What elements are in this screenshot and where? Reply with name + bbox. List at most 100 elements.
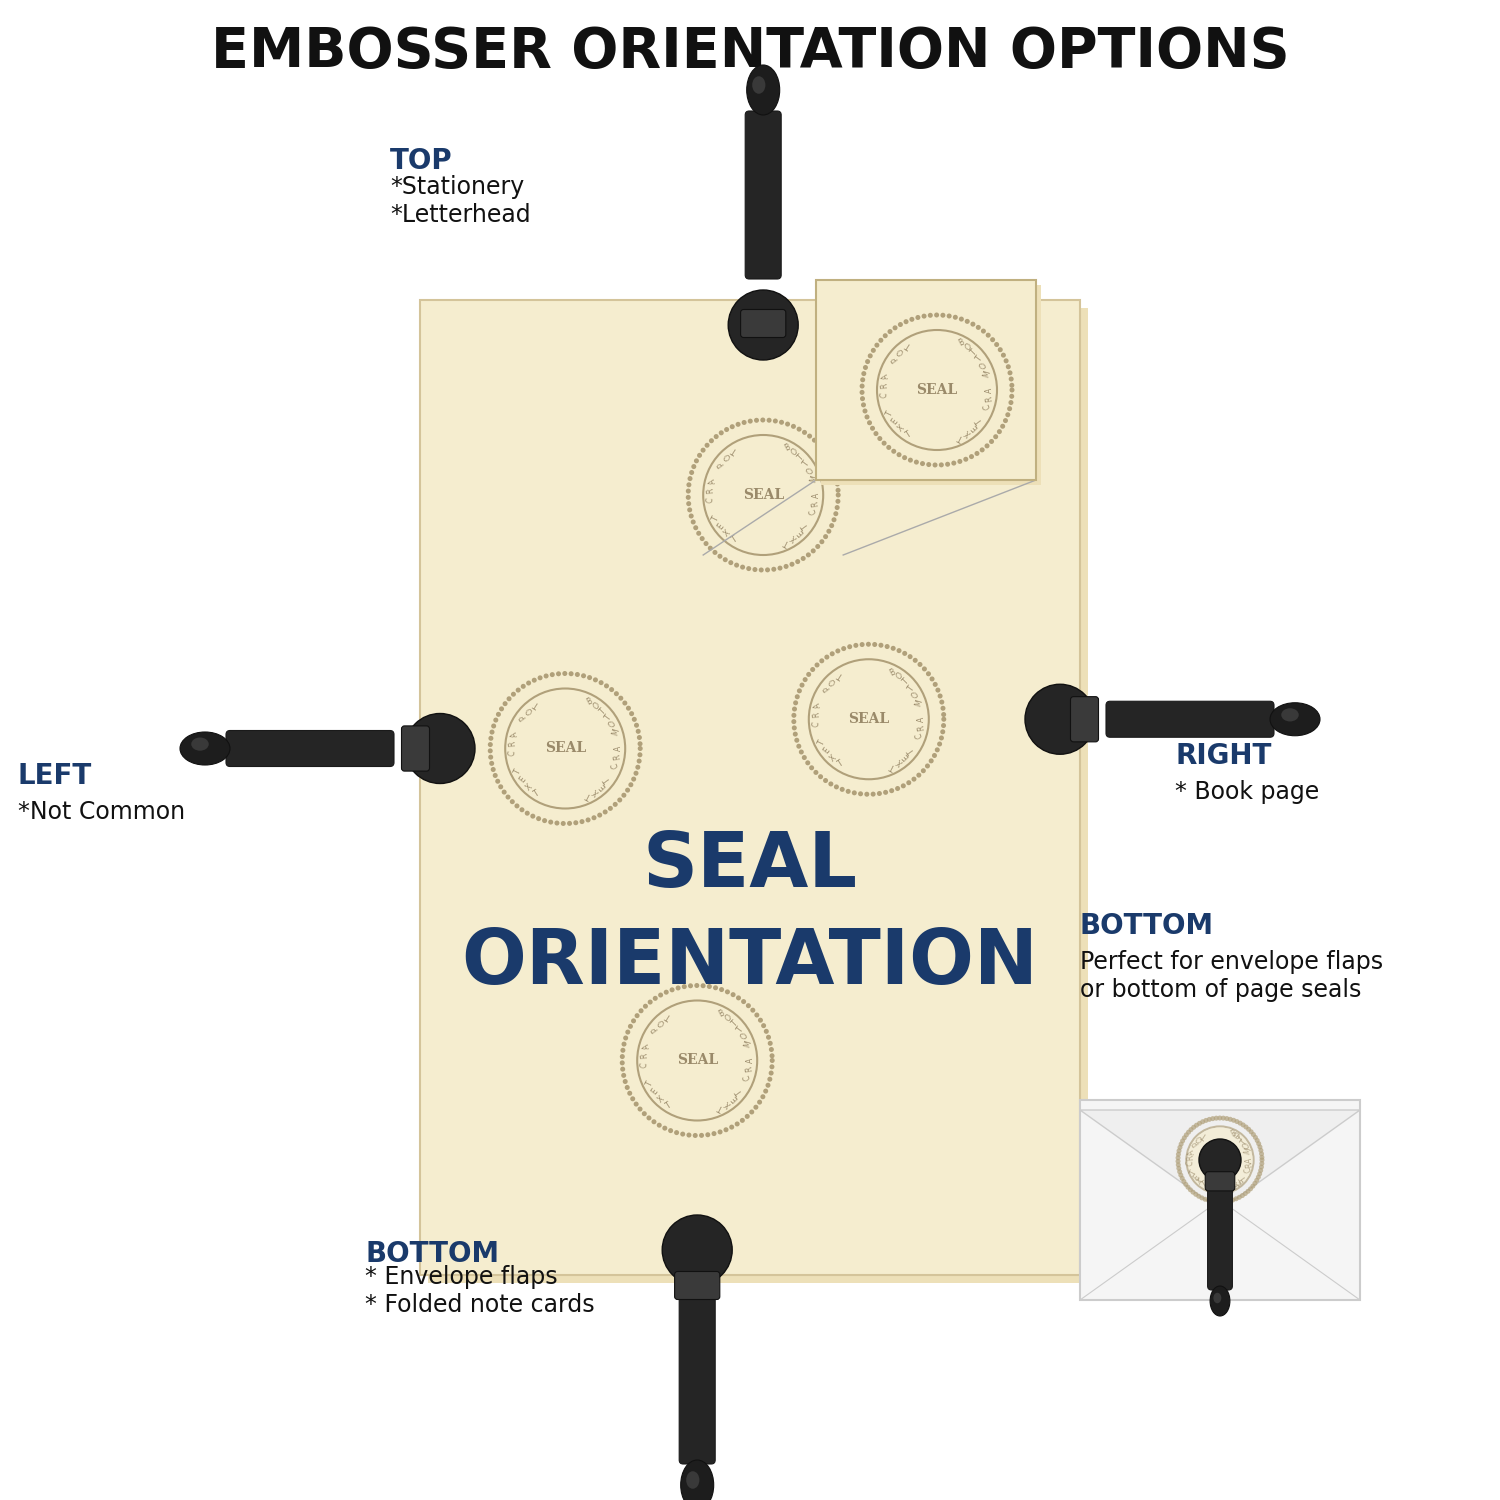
Circle shape xyxy=(800,750,804,754)
Circle shape xyxy=(770,1065,774,1070)
Circle shape xyxy=(768,1077,772,1082)
Circle shape xyxy=(633,771,639,776)
Circle shape xyxy=(926,672,932,676)
Circle shape xyxy=(864,414,870,420)
Circle shape xyxy=(802,430,807,435)
Text: X: X xyxy=(828,753,839,764)
Text: T: T xyxy=(1236,1134,1245,1144)
Circle shape xyxy=(771,567,777,572)
Circle shape xyxy=(674,1130,680,1136)
Circle shape xyxy=(729,560,734,566)
Circle shape xyxy=(778,420,784,424)
Circle shape xyxy=(865,642,871,646)
Text: O: O xyxy=(1233,1131,1242,1142)
Text: T: T xyxy=(532,788,542,798)
Circle shape xyxy=(543,674,549,678)
Circle shape xyxy=(690,519,696,525)
Text: X: X xyxy=(657,1094,666,1104)
Circle shape xyxy=(620,1054,626,1059)
Circle shape xyxy=(1203,1197,1208,1202)
Circle shape xyxy=(1224,1116,1230,1120)
Circle shape xyxy=(1008,376,1014,381)
Ellipse shape xyxy=(1210,1286,1230,1316)
Circle shape xyxy=(765,567,770,573)
Text: O: O xyxy=(1240,1142,1251,1150)
Circle shape xyxy=(1258,1164,1264,1170)
Circle shape xyxy=(819,538,825,544)
Circle shape xyxy=(636,765,640,770)
Circle shape xyxy=(759,567,764,573)
Circle shape xyxy=(621,1041,627,1047)
Circle shape xyxy=(705,1132,711,1137)
Circle shape xyxy=(1206,1198,1210,1203)
Circle shape xyxy=(878,790,882,796)
Text: R: R xyxy=(744,1065,754,1072)
Circle shape xyxy=(626,1029,630,1035)
Circle shape xyxy=(834,784,839,789)
Circle shape xyxy=(951,460,957,465)
Text: C: C xyxy=(914,732,924,740)
Text: X: X xyxy=(591,786,602,796)
Ellipse shape xyxy=(747,64,780,116)
Text: X: X xyxy=(896,758,904,766)
Circle shape xyxy=(624,1084,630,1090)
FancyBboxPatch shape xyxy=(816,280,1036,480)
Circle shape xyxy=(1258,1148,1263,1154)
Circle shape xyxy=(836,488,840,494)
FancyBboxPatch shape xyxy=(746,111,782,279)
Circle shape xyxy=(914,459,920,465)
Circle shape xyxy=(819,658,825,663)
Circle shape xyxy=(1182,1136,1186,1140)
Circle shape xyxy=(603,810,608,814)
FancyBboxPatch shape xyxy=(420,300,1080,1275)
Circle shape xyxy=(934,312,939,318)
Circle shape xyxy=(990,338,994,342)
Circle shape xyxy=(754,1013,759,1017)
Text: R: R xyxy=(1186,1154,1196,1161)
Circle shape xyxy=(706,984,712,988)
Circle shape xyxy=(945,462,950,466)
Text: ORIENTATION: ORIENTATION xyxy=(462,926,1038,1001)
Circle shape xyxy=(1184,1132,1190,1137)
Circle shape xyxy=(770,1053,774,1059)
Circle shape xyxy=(802,754,807,760)
Text: T: T xyxy=(975,417,984,426)
Circle shape xyxy=(657,1122,662,1128)
Circle shape xyxy=(794,700,798,705)
Circle shape xyxy=(824,534,828,538)
Circle shape xyxy=(542,818,548,824)
Circle shape xyxy=(561,821,566,827)
Circle shape xyxy=(1188,1126,1194,1132)
Text: M: M xyxy=(610,728,621,736)
Circle shape xyxy=(1240,1122,1245,1128)
Circle shape xyxy=(638,1107,642,1112)
Text: T: T xyxy=(645,1080,656,1088)
Text: R: R xyxy=(916,724,926,730)
Circle shape xyxy=(818,774,824,778)
Text: X: X xyxy=(1233,1179,1242,1190)
Circle shape xyxy=(510,800,515,804)
Text: R: R xyxy=(640,1053,650,1059)
Circle shape xyxy=(1214,1116,1219,1120)
Circle shape xyxy=(988,440,994,444)
Circle shape xyxy=(1178,1144,1182,1150)
Circle shape xyxy=(766,417,771,423)
Circle shape xyxy=(537,675,543,681)
Text: T: T xyxy=(888,760,897,771)
Circle shape xyxy=(862,408,867,414)
Circle shape xyxy=(680,1131,686,1137)
Text: T: T xyxy=(837,669,844,680)
Circle shape xyxy=(922,666,927,672)
Circle shape xyxy=(1254,1138,1260,1143)
Circle shape xyxy=(760,1023,766,1028)
Circle shape xyxy=(1185,1185,1191,1190)
Circle shape xyxy=(802,676,807,682)
Circle shape xyxy=(862,364,868,370)
Circle shape xyxy=(1194,1122,1198,1128)
Text: O: O xyxy=(608,720,618,729)
Text: C: C xyxy=(1186,1160,1196,1166)
Text: T: T xyxy=(1230,1182,1238,1191)
Circle shape xyxy=(621,792,627,798)
Circle shape xyxy=(846,789,850,794)
Text: E: E xyxy=(716,522,726,531)
